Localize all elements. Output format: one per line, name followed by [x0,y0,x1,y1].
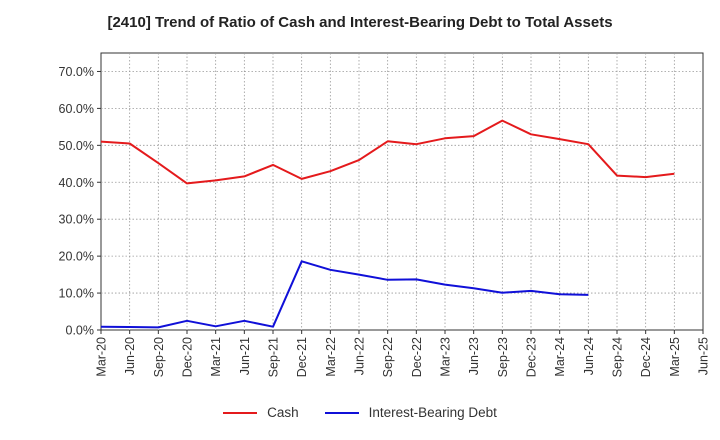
x-tick-label: Dec-24 [639,337,653,377]
y-tick-label: 10.0% [59,287,94,301]
series-lines [100,119,675,329]
y-tick-label: 70.0% [59,65,94,79]
x-tick-label: Jun-21 [238,337,252,375]
legend: Cash Interest-Bearing Debt [0,405,720,420]
x-tick-label: Sep-23 [496,337,510,377]
y-tick-label: 50.0% [59,139,94,153]
legend-item-cash: Cash [223,405,299,420]
y-tick-label: 0.0% [66,324,95,338]
x-tick-label: Mar-20 [95,337,109,377]
x-tick-label: Jun-23 [467,337,481,375]
x-tick-label: Sep-21 [267,337,281,377]
legend-swatch-debt [324,411,359,414]
series-line-cash [100,119,675,185]
x-tick-label: Jun-25 [697,337,711,375]
x-tick-label: Mar-25 [668,337,682,377]
y-axis-ticks: 0.0% 10.0% 20.0% 30.0% 40.0% 50.0% 60.0% 70.0% [59,65,101,338]
x-tick-label: Dec-21 [295,337,309,377]
chart-title: [2410] Trend of Ratio of Cash and Intere… [107,14,613,31]
x-tick-label: Sep-24 [611,337,625,377]
x-tick-label: Mar-22 [324,337,338,377]
x-tick-label: Jun-22 [353,337,367,375]
y-tick-label: 40.0% [59,176,94,190]
x-tick-label: Sep-20 [152,337,166,377]
legend-item-interest-bearing-debt: Interest-Bearing Debt [324,405,497,420]
y-tick-label: 30.0% [59,213,94,227]
legend-label-cash: Cash [267,405,299,420]
x-tick-label: Mar-24 [553,337,567,377]
x-tick-label: Dec-22 [410,337,424,377]
x-tick-label: Sep-22 [381,337,395,377]
x-tick-label: Dec-23 [525,337,539,377]
grid-lines [101,53,703,330]
x-tick-label: Dec-20 [181,337,195,377]
y-tick-label: 20.0% [59,250,94,264]
series-line-interest-bearing-debt [100,260,589,329]
legend-label-interest-bearing-debt: Interest-Bearing Debt [368,405,497,420]
y-tick-label: 60.0% [59,102,94,116]
x-tick-label: Jun-20 [123,337,137,375]
x-tick-label: Mar-21 [209,337,223,377]
plot-area [100,52,704,331]
x-tick-label: Mar-23 [439,337,453,377]
x-axis-ticks: Mar-20 Jun-20 Sep-20 Dec-20 Mar-21 Jun-21 Sep-… [95,330,711,377]
x-tick-label: Jun-24 [582,337,596,375]
legend-swatch-cash [223,411,258,414]
